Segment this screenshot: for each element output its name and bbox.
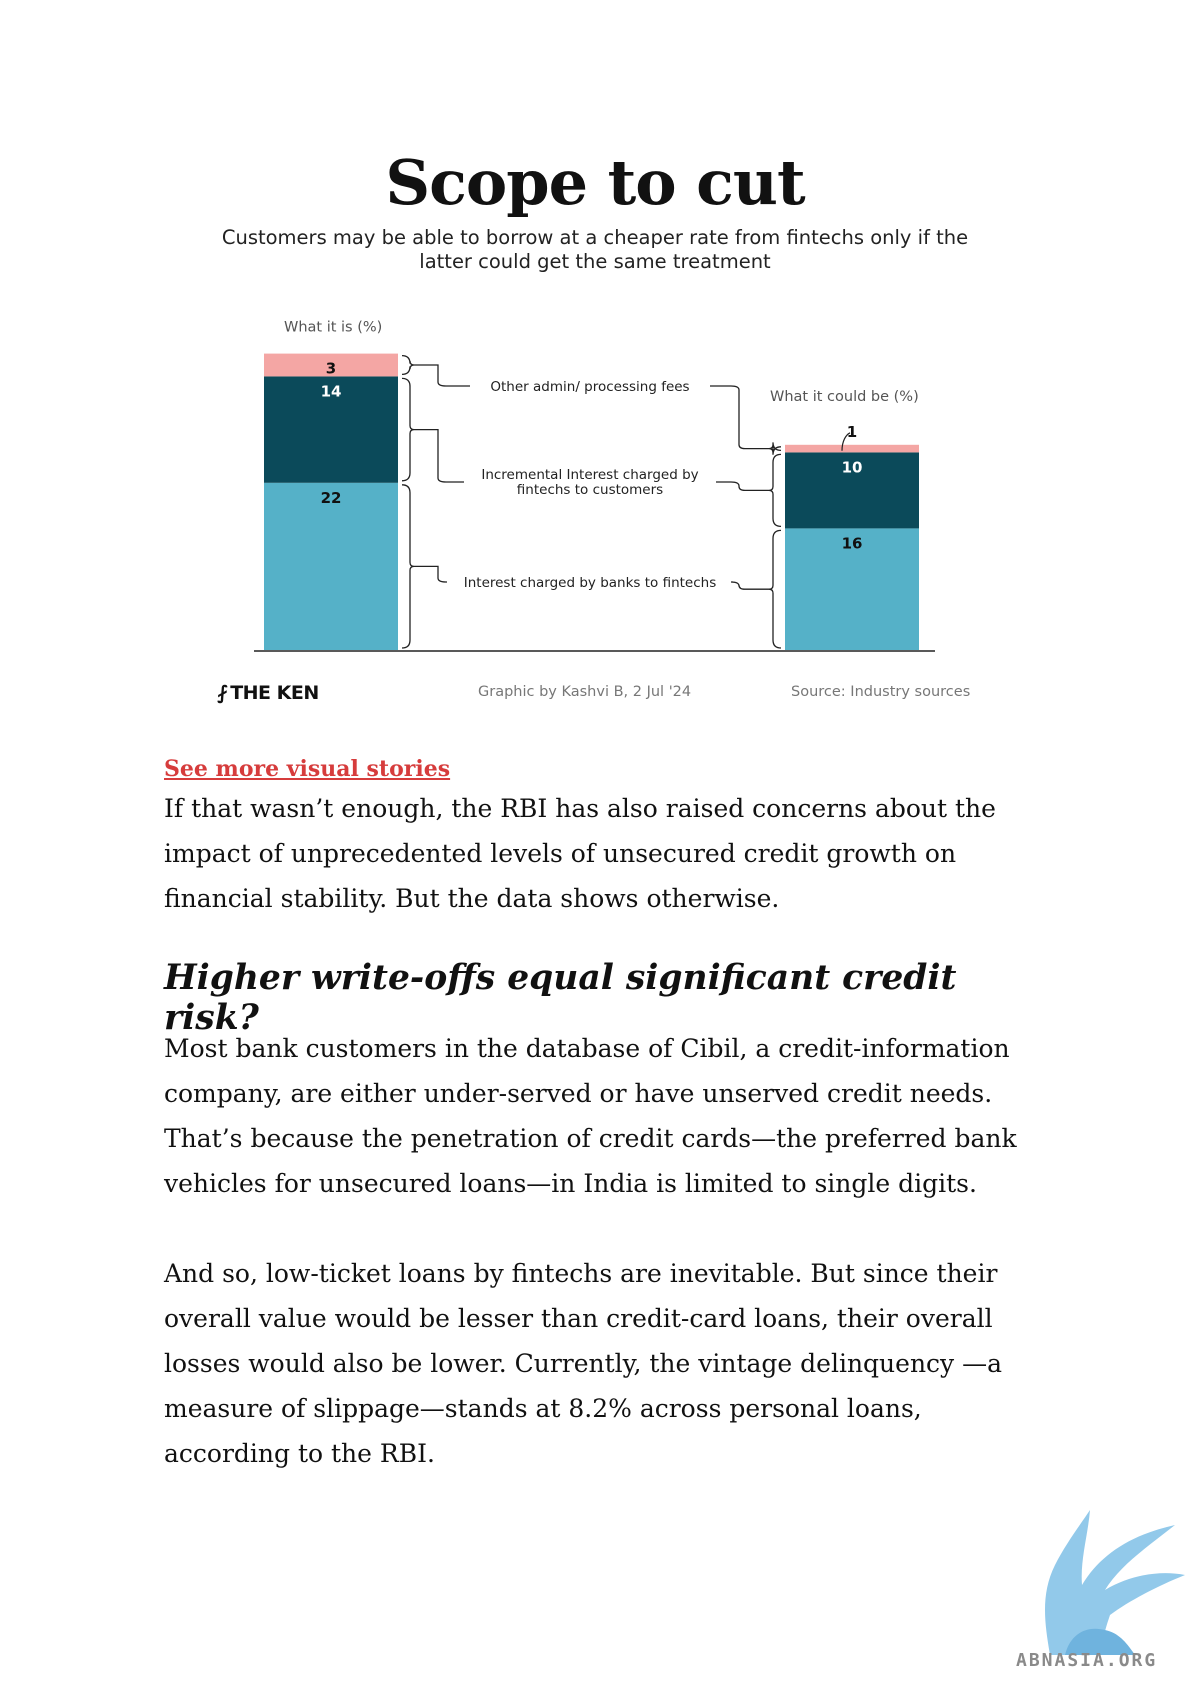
watermark-text: ABNASIA.ORG [1016, 1650, 1158, 1671]
series-annotation: Incremental Interest charged by fintechs … [481, 467, 698, 498]
data-label: 14 [321, 382, 342, 400]
category-label: What it is (%) [284, 320, 382, 336]
section-heading: Higher write-offs equal significant cred… [164, 958, 957, 1038]
bar-segment [785, 528, 919, 650]
data-label: 3 [326, 360, 336, 378]
bar-segment [264, 376, 398, 483]
bar-segment [264, 353, 398, 377]
ken-mark-icon: ⨏ [217, 682, 228, 704]
article-paragraph-2: Most bank customers in the database of C… [164, 1034, 1017, 1198]
series-annotation: Interest charged by banks to fintechs [464, 575, 717, 591]
data-label: 1 [847, 423, 857, 441]
data-label: 16 [842, 534, 863, 552]
bar-segment [264, 482, 398, 650]
the-ken-logo: ⨏ THE KEN [217, 682, 319, 704]
see-more-visual-stories-link[interactable]: See more visual stories [164, 756, 451, 782]
chart-source: Source: Industry sources [791, 684, 971, 700]
article-paragraph-3: And so, low-ticket loans by fintechs are… [164, 1259, 1003, 1468]
bar-segment [785, 444, 919, 453]
bar-segment [785, 452, 919, 529]
graphic-credit: Graphic by Kashvi B, 2 Jul '24 [478, 684, 692, 700]
griffin-logo-icon [1045, 1510, 1185, 1655]
data-label: 22 [321, 489, 342, 507]
category-label: What it could be (%) [770, 389, 919, 405]
stacked-bar-chart: 22 14 3 What it is (%) 16 10 1 What it could be… [254, 320, 935, 652]
article-paragraph-1: If that wasn’t enough, the RBI has also … [164, 794, 996, 913]
logo-text: THE KEN [230, 682, 319, 704]
chart-title: Scope to cut [385, 146, 805, 219]
chart-subtitle: Customers may be able to borrow at a che… [221, 226, 969, 273]
data-label: 10 [842, 458, 863, 476]
series-annotation: Other admin/ processing fees [490, 379, 689, 395]
